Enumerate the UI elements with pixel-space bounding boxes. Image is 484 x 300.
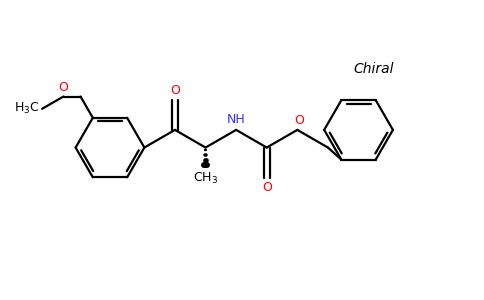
Text: O: O <box>294 114 304 127</box>
Text: O: O <box>262 181 272 194</box>
Text: O: O <box>170 84 180 98</box>
Text: H$_3$C: H$_3$C <box>14 101 40 116</box>
Text: O: O <box>59 81 68 94</box>
Text: Chiral: Chiral <box>353 61 393 76</box>
Text: NH: NH <box>227 113 245 126</box>
Text: CH$_3$: CH$_3$ <box>193 170 218 185</box>
